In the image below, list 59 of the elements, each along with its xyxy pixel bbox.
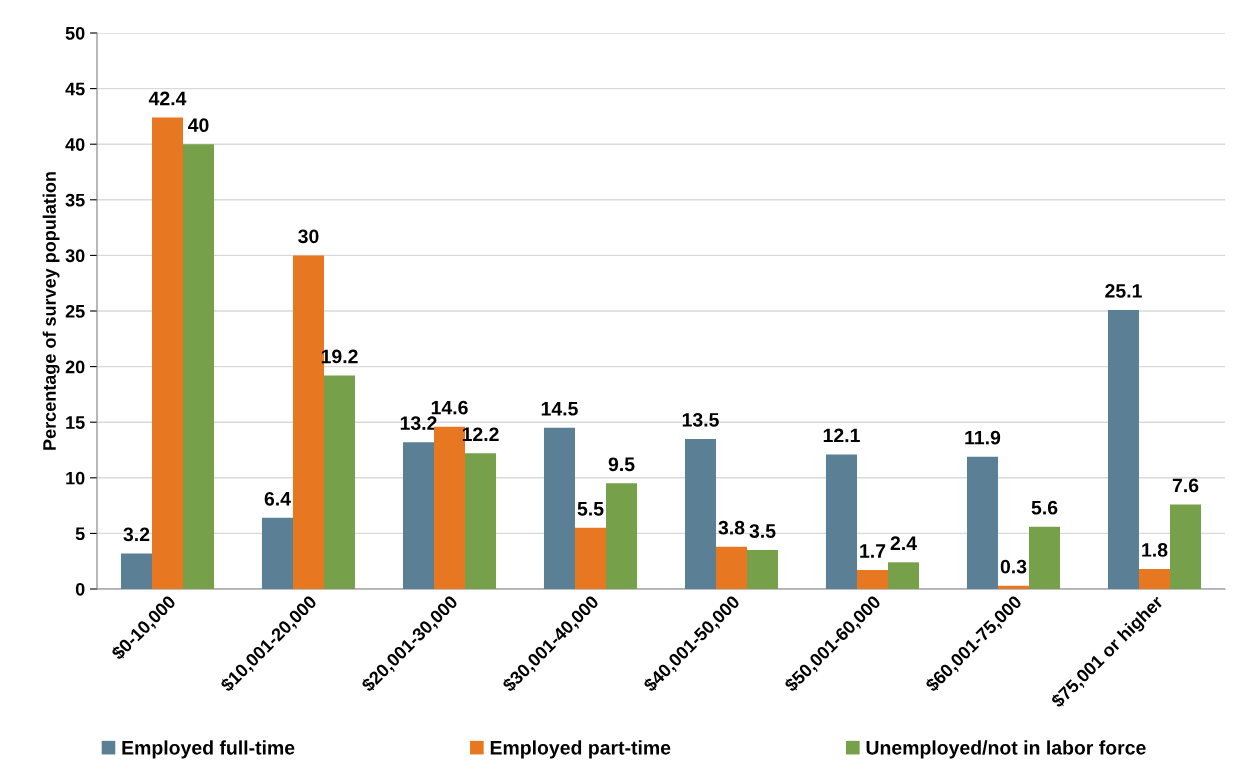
data-label: 2.4 bbox=[890, 536, 917, 550]
bar bbox=[966, 456, 998, 589]
bar bbox=[151, 117, 184, 589]
bar bbox=[543, 427, 575, 589]
data-label: 1.7 bbox=[860, 544, 886, 558]
data-label: 5.5 bbox=[577, 502, 604, 516]
y-tick-label: 45 bbox=[65, 82, 85, 96]
bar bbox=[997, 585, 1030, 589]
data-label: 13.2 bbox=[400, 416, 437, 431]
data-label: 14.6 bbox=[431, 400, 468, 415]
bar bbox=[825, 454, 857, 589]
y-tick-label: 50 bbox=[65, 26, 85, 40]
data-label: 3.8 bbox=[718, 520, 745, 535]
y-tick-label: 25 bbox=[65, 304, 85, 318]
bar bbox=[715, 546, 748, 589]
y-tick-label: 10 bbox=[66, 471, 85, 485]
bar bbox=[574, 527, 607, 589]
bar bbox=[684, 438, 716, 589]
data-label: 11.9 bbox=[965, 430, 1001, 445]
bar bbox=[183, 144, 215, 589]
y-tick-label: 20 bbox=[65, 360, 85, 374]
y-tick-label: 30 bbox=[65, 249, 85, 263]
y-tick-label: 0 bbox=[75, 582, 85, 596]
legend-label: Employed full-time bbox=[122, 740, 295, 759]
data-label: 30 bbox=[298, 229, 319, 244]
bar bbox=[120, 553, 152, 589]
data-label: 40 bbox=[188, 118, 209, 133]
bar bbox=[465, 453, 497, 589]
bar bbox=[1107, 309, 1139, 589]
data-label: 13.5 bbox=[682, 412, 719, 427]
data-label: 1.8 bbox=[1142, 543, 1168, 557]
y-axis-title: Percentage of survey population bbox=[42, 172, 60, 450]
data-label: 3.5 bbox=[749, 524, 776, 538]
bar bbox=[402, 442, 434, 589]
y-tick-label: 5 bbox=[75, 527, 85, 541]
data-label: 25.1 bbox=[1105, 283, 1142, 298]
data-label: 6.4 bbox=[264, 491, 291, 506]
data-label: 42.4 bbox=[148, 91, 187, 106]
y-tick-label: 40 bbox=[65, 138, 85, 151]
legend-label: Employed part-time bbox=[490, 740, 671, 759]
legend-label: Unemployed/not in labor force bbox=[866, 740, 1146, 759]
data-label: 14.5 bbox=[541, 402, 578, 416]
bar bbox=[324, 375, 356, 589]
data-label: 7.6 bbox=[1172, 478, 1199, 493]
bar bbox=[747, 550, 779, 589]
data-label: 12.1 bbox=[823, 428, 860, 443]
bar bbox=[1029, 526, 1061, 589]
bar bbox=[856, 570, 889, 589]
data-label: 0.3 bbox=[1000, 559, 1027, 574]
bar bbox=[888, 562, 920, 589]
y-tick-label: 35 bbox=[65, 193, 85, 207]
data-label: 9.5 bbox=[608, 457, 635, 472]
bar bbox=[1138, 568, 1171, 589]
bar bbox=[1170, 504, 1202, 589]
bar bbox=[261, 517, 293, 589]
data-label: 3.2 bbox=[123, 527, 150, 542]
data-label: 5.6 bbox=[1031, 500, 1058, 515]
bar bbox=[606, 483, 638, 589]
y-tick-label: 15 bbox=[66, 416, 85, 429]
